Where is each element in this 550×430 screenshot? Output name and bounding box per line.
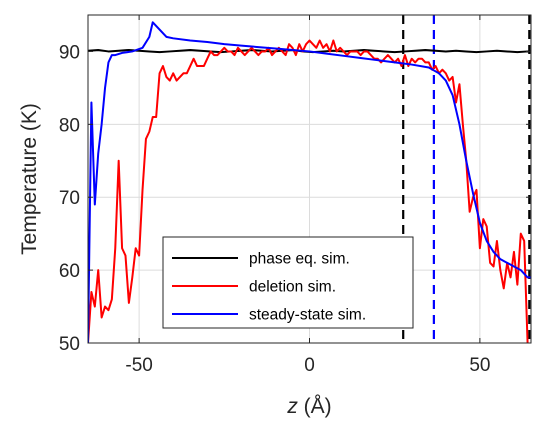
- y-tick-label: 70: [59, 188, 80, 209]
- y-tick-label: 80: [59, 115, 80, 136]
- series-line-2: [88, 39, 529, 343]
- y-axis-title: Temperature (K): [18, 103, 41, 255]
- legend-box: [162, 236, 414, 329]
- x-axis-title-unit: (Å): [298, 395, 332, 418]
- data-series: [88, 21, 531, 343]
- x-axis-title-variable: z: [286, 395, 298, 418]
- legend: phase eq. sim. deletion sim. steady-state …: [162, 236, 414, 329]
- series-line-3: [88, 21, 531, 343]
- legend-label-2: deletion sim.: [249, 279, 336, 296]
- legend-label-3: steady-state sim.: [249, 307, 366, 324]
- axis-ticks: -50 0 50 50 60 70 80 90: [59, 15, 531, 376]
- x-tick-label: 0: [304, 355, 315, 376]
- y-tick-label: 50: [59, 334, 80, 355]
- x-axis-title: z (Å): [286, 395, 331, 418]
- legend-label-1: phase eq. sim.: [249, 251, 350, 268]
- x-tick-label: -50: [125, 355, 152, 376]
- x-tick-label: 50: [469, 355, 490, 376]
- y-tick-label: 90: [59, 42, 80, 63]
- y-tick-label: 60: [59, 261, 80, 282]
